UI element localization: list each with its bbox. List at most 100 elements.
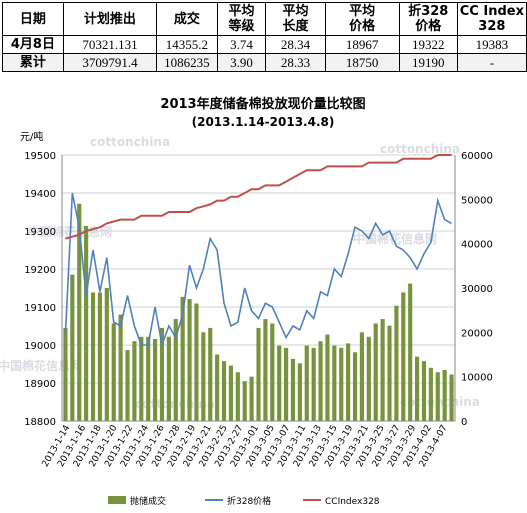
bar	[63, 327, 68, 421]
cell: 18967	[324, 35, 400, 54]
cell: 4月8日	[2, 35, 64, 54]
legend-swatch	[108, 496, 126, 504]
summary-header-row: 日期 计划推出 成交 平均 等级 平均 长度 平均 价格 折328 价格 CC …	[2, 2, 527, 36]
header-date: 日期	[2, 2, 64, 36]
bar	[221, 361, 227, 421]
bar	[166, 336, 171, 421]
bar	[118, 314, 123, 421]
bar	[387, 325, 392, 421]
bar	[304, 345, 309, 421]
bar	[352, 352, 358, 421]
cell: 19190	[398, 53, 458, 72]
y-tick-label: 19200	[24, 265, 56, 276]
cell: 3.74	[216, 35, 267, 54]
y-tick-label: 19400	[24, 189, 56, 200]
bar	[297, 363, 302, 421]
cell: 28.33	[265, 53, 326, 72]
legend-label: CCIndex328	[325, 497, 380, 507]
bar	[228, 365, 233, 421]
bar	[284, 347, 289, 421]
bar	[421, 361, 427, 421]
y2-tick-label: 60000	[461, 151, 493, 162]
bar	[70, 274, 75, 421]
y-tick-label: 18800	[24, 417, 56, 428]
line-series	[64, 154, 452, 349]
bar	[208, 327, 213, 421]
header-plan: 计划推出	[62, 2, 158, 36]
cell: 70321.131	[62, 35, 158, 54]
y2-tick-label: 0	[461, 417, 467, 428]
bar	[215, 354, 220, 421]
y-tick-label: 19300	[24, 227, 56, 238]
cell: 3709791.4	[62, 53, 158, 72]
bar	[366, 336, 371, 421]
bar	[249, 376, 254, 421]
watermark-text: 中国棉花信息网	[0, 358, 82, 373]
cell: -	[456, 53, 527, 72]
bar	[132, 341, 137, 421]
cell: 19383	[456, 35, 527, 54]
bar	[373, 323, 378, 421]
bar	[325, 334, 330, 421]
legend-label: 抛储成交	[130, 495, 166, 507]
y2-tick-label: 20000	[461, 328, 493, 339]
bar	[318, 341, 323, 421]
bar	[111, 323, 116, 421]
summary-table: 日期 计划推出 成交 平均 等级 平均 长度 平均 价格 折328 价格 CC …	[2, 2, 527, 72]
price-volume-chart: 2013年度储备棉投放现价量比较图 (2013.1.14-2013.4.8) 元…	[0, 96, 493, 507]
bar	[173, 319, 178, 421]
cell: 28.34	[265, 35, 326, 54]
bar	[125, 350, 130, 421]
bar	[435, 372, 440, 421]
bar	[256, 327, 261, 421]
bar	[277, 345, 282, 421]
bar	[311, 347, 316, 421]
series-line	[65, 154, 452, 240]
bar	[201, 332, 206, 421]
bar	[346, 343, 351, 421]
legend: 抛储成交 折328价格 CCIndex328	[108, 495, 380, 507]
cell: 14355.2	[156, 35, 218, 54]
bar	[187, 299, 192, 421]
header-price328: 折328 价格	[398, 2, 458, 36]
bar	[104, 288, 109, 421]
header-ccindex: CC Index 328	[456, 2, 527, 36]
y2-tick-label: 40000	[461, 240, 493, 251]
cell: 累计	[2, 53, 64, 72]
y-tick-label: 19100	[24, 303, 56, 314]
bar	[97, 292, 102, 421]
bar	[401, 292, 406, 421]
bar	[146, 336, 151, 421]
chart-subtitle: (2013.1.14-2013.4.8)	[192, 115, 335, 129]
watermark-text: cottonchina	[90, 135, 170, 149]
cell: 18750	[324, 53, 400, 72]
bar	[428, 367, 433, 421]
legend-label: 折328价格	[227, 495, 271, 507]
y2-tick-label: 10000	[461, 373, 493, 384]
chart-title: 2013年度储备棉投放现价量比较图	[160, 96, 365, 112]
bar	[290, 358, 296, 421]
bar	[153, 338, 158, 421]
bar	[408, 283, 413, 421]
bar	[449, 374, 454, 421]
bar	[77, 203, 82, 421]
bar	[84, 225, 89, 421]
bar	[159, 327, 165, 421]
summary-row-total: 累计 3709791.4 1086235 3.90 28.33 18750 19…	[2, 53, 527, 72]
axes: 18800 18900 19000 19100 19200 19300 19400 19500…	[24, 151, 493, 469]
header-grade: 平均 等级	[216, 2, 267, 36]
bar-series	[63, 203, 454, 421]
bar	[235, 372, 240, 421]
cell: 1086235	[156, 53, 218, 72]
bar	[242, 381, 247, 421]
bar	[394, 305, 399, 421]
bar	[194, 303, 199, 421]
bar	[332, 345, 337, 421]
cell: 3.90	[216, 53, 267, 72]
y2-tick-label: 30000	[461, 284, 493, 295]
watermark-text: 中国棉花信息网	[353, 231, 437, 246]
y-tick-label: 19500	[24, 151, 56, 162]
y2-tick-label: 50000	[461, 195, 493, 206]
watermark-text: cottonchina	[380, 142, 460, 156]
